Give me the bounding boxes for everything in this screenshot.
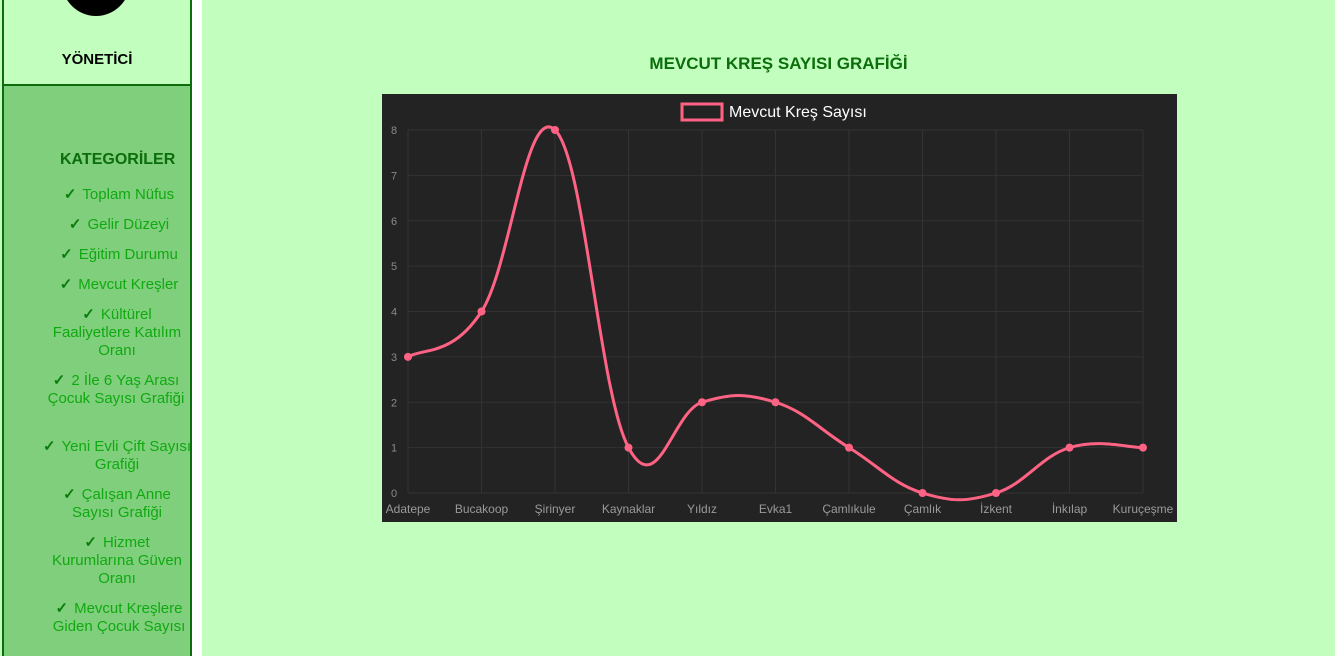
check-icon: ✓ [55, 600, 69, 617]
data-point [1065, 443, 1074, 452]
menu-item-label: Çalışan Anne Sayısı Grafiği [71, 486, 171, 521]
y-tick-label: 6 [391, 216, 397, 228]
data-point [551, 126, 559, 134]
sidebar-divider [192, 0, 202, 656]
x-tick-label: Evka1 [759, 502, 793, 516]
data-point [918, 489, 927, 497]
profile-panel: YÖNETİCİ [4, 0, 190, 86]
y-tick-label: 1 [391, 443, 397, 455]
x-tick-label: Bucakoop [455, 502, 509, 516]
check-icon: ✓ [42, 438, 56, 455]
data-point [404, 352, 412, 361]
x-tick-label: Yıldız [687, 502, 717, 516]
check-icon: ✓ [63, 186, 77, 203]
check-icon: ✓ [84, 534, 97, 551]
menu-item-kres-cocuk-sayisi[interactable]: ✓ Mevcut Kreşlere Giden Çocuk Sayısı [44, 600, 194, 636]
sidebar: YÖNETİCİ KATEGORİLER ✓ Toplam Nüfus ✓ Gelir… [2, 0, 192, 656]
data-point [771, 398, 780, 407]
check-icon: ✓ [82, 306, 95, 323]
menu-item-label: 2 İle 6 Yaş Arası Çocuk Sayısı Grafiği [47, 372, 185, 407]
menu-item-hizmet-kurum-guven[interactable]: ✓ Hizmet Kurumlarına Güven Oranı [42, 534, 192, 588]
chart-title: MEVCUT KREŞ SAYISI GRAFİĞİ [649, 54, 908, 73]
y-tick-label: 2 [391, 397, 397, 409]
legend-swatch [680, 102, 724, 122]
x-tick-label: Şirinyer [535, 502, 576, 516]
x-tick-label: İzkent [980, 502, 1013, 516]
menu-item-gelir-duzeyi[interactable]: ✓ Gelir Düzeyi [44, 216, 194, 234]
y-tick-label: 0 [391, 488, 397, 500]
menu-item-label: Hizmet Kurumlarına Güven Oranı [51, 534, 183, 587]
menu-item-yeni-evli-cift[interactable]: ✓ Yeni Evli Çift Sayısı Grafiği [42, 438, 192, 474]
menu-item-label: Toplam Nüfus [82, 186, 175, 203]
menu-item-label: Mevcut Kreşlere Giden Çocuk Sayısı [52, 600, 186, 635]
menu-item-mevcut-kresler[interactable]: ✓ Mevcut Kreşler [44, 276, 194, 294]
y-tick-label: 8 [391, 125, 397, 137]
y-tick-label: 4 [391, 307, 397, 319]
y-tick-label: 7 [391, 170, 397, 182]
data-point [477, 307, 486, 316]
x-tick-label: Çamlıkule [822, 502, 876, 516]
x-tick-label: Adatepe [386, 502, 431, 516]
data-point [624, 443, 633, 452]
menu-item-cocuk-sayisi[interactable]: ✓ 2 İle 6 Yaş Arası Çocuk Sayısı Grafiği [38, 372, 194, 408]
menu-item-label: Kültürel Faaliyetlere Katılım Oranı [52, 306, 182, 359]
user-role: YÖNETİCİ [61, 51, 133, 68]
user-avatar-icon [67, 0, 125, 16]
menu-item-toplam-nufus[interactable]: ✓ Toplam Nüfus [44, 186, 194, 204]
categories-heading: KATEGORİLER [60, 151, 176, 168]
x-tick-label: Kuruçeşme [1113, 502, 1174, 516]
y-tick-label: 5 [391, 261, 397, 273]
chart-container: 0 1 2 3 4 5 6 7 8 Adatepe Bucakoop Şirinyer Kaynakla… [382, 94, 1177, 522]
data-point [845, 443, 853, 452]
check-icon: ✓ [68, 216, 82, 233]
data-point [992, 489, 1000, 497]
check-icon: ✓ [63, 486, 76, 503]
check-icon: ✓ [60, 246, 73, 263]
menu-item-label: Gelir Düzeyi [87, 216, 170, 233]
data-point [1139, 443, 1147, 452]
data-point [698, 398, 706, 407]
menu-item-label: Eğitim Durumu [78, 246, 178, 263]
menu-item-kulturel-faaliyet[interactable]: ✓ Kültürel Faaliyetlere Katılım Oranı [42, 306, 192, 360]
menu-item-egitim-durumu[interactable]: ✓ Eğitim Durumu [44, 246, 194, 264]
check-icon: ✓ [59, 276, 73, 293]
menu-item-calisan-anne[interactable]: ✓ Çalışan Anne Sayısı Grafiği [42, 486, 192, 522]
check-icon: ✓ [52, 372, 66, 389]
x-tick-label: İnkılap [1052, 502, 1088, 516]
legend-label: Mevcut Kreş Sayısı [729, 104, 867, 121]
y-tick-label: 3 [391, 352, 397, 364]
menu-item-label: Yeni Evli Çift Sayısı Grafiği [61, 438, 192, 473]
x-tick-label: Kaynaklar [602, 502, 655, 516]
menu-item-label: Mevcut Kreşler [78, 276, 179, 293]
line-chart: 0 1 2 3 4 5 6 7 8 Adatepe Bucakoop Şirinyer Kaynakla… [386, 102, 1174, 516]
x-tick-label: Çamlık [904, 502, 942, 516]
